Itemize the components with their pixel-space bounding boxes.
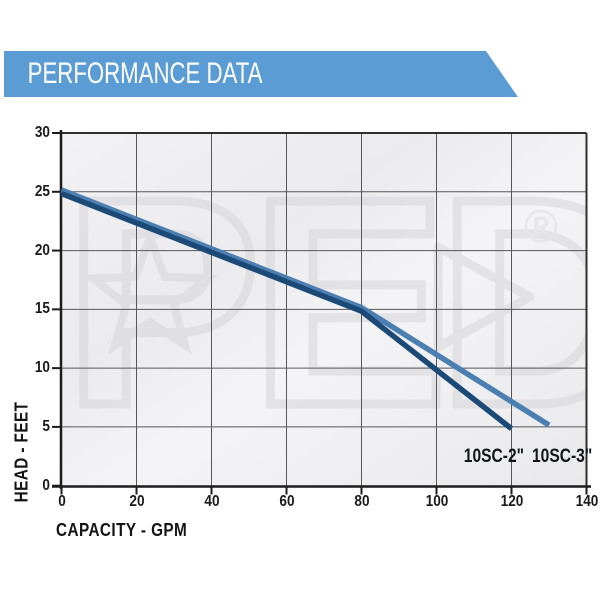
x-tick-80: 80 [353,493,370,510]
series-label-10sc-2: 10SC-2" [463,446,524,467]
y-tick-20: 20 [34,241,50,259]
registered-trademark-icon: ® [524,200,558,252]
watermark-text: PED [64,137,600,467]
curve-10sc-3 [60,187,551,428]
performance-data-banner: PERFORMANCE DATA [4,51,518,97]
curves [60,187,551,431]
y-tick-25: 25 [34,182,50,200]
x-tick-20: 20 [128,493,145,510]
page-title: PERFORMANCE DATA [27,57,263,90]
watermark-arrow-icon [433,242,535,352]
x-tick-140: 140 [575,493,598,510]
series-label-10sc-3: 10SC-3" [532,446,593,467]
y-tick-10: 10 [34,359,50,377]
x-axis-title: CAPACITY - GPM [56,520,188,540]
x-tick-120: 120 [500,493,523,510]
watermark-star-icon [81,225,219,355]
tick-marks [52,132,588,495]
x-tick-60: 60 [278,493,295,510]
y-tick-0: 0 [42,476,50,494]
y-tick-5: 5 [42,417,50,435]
x-tick-40: 40 [203,493,220,510]
y-axis-title: HEAD - FEET [11,401,32,503]
y-tick-15: 15 [34,300,50,318]
curve-10sc-2 [60,191,514,431]
y-tick-30: 30 [34,124,50,141]
x-tick-100: 100 [425,493,448,510]
watermark: PED ® [62,133,600,472]
x-tick-0: 0 [57,493,66,510]
